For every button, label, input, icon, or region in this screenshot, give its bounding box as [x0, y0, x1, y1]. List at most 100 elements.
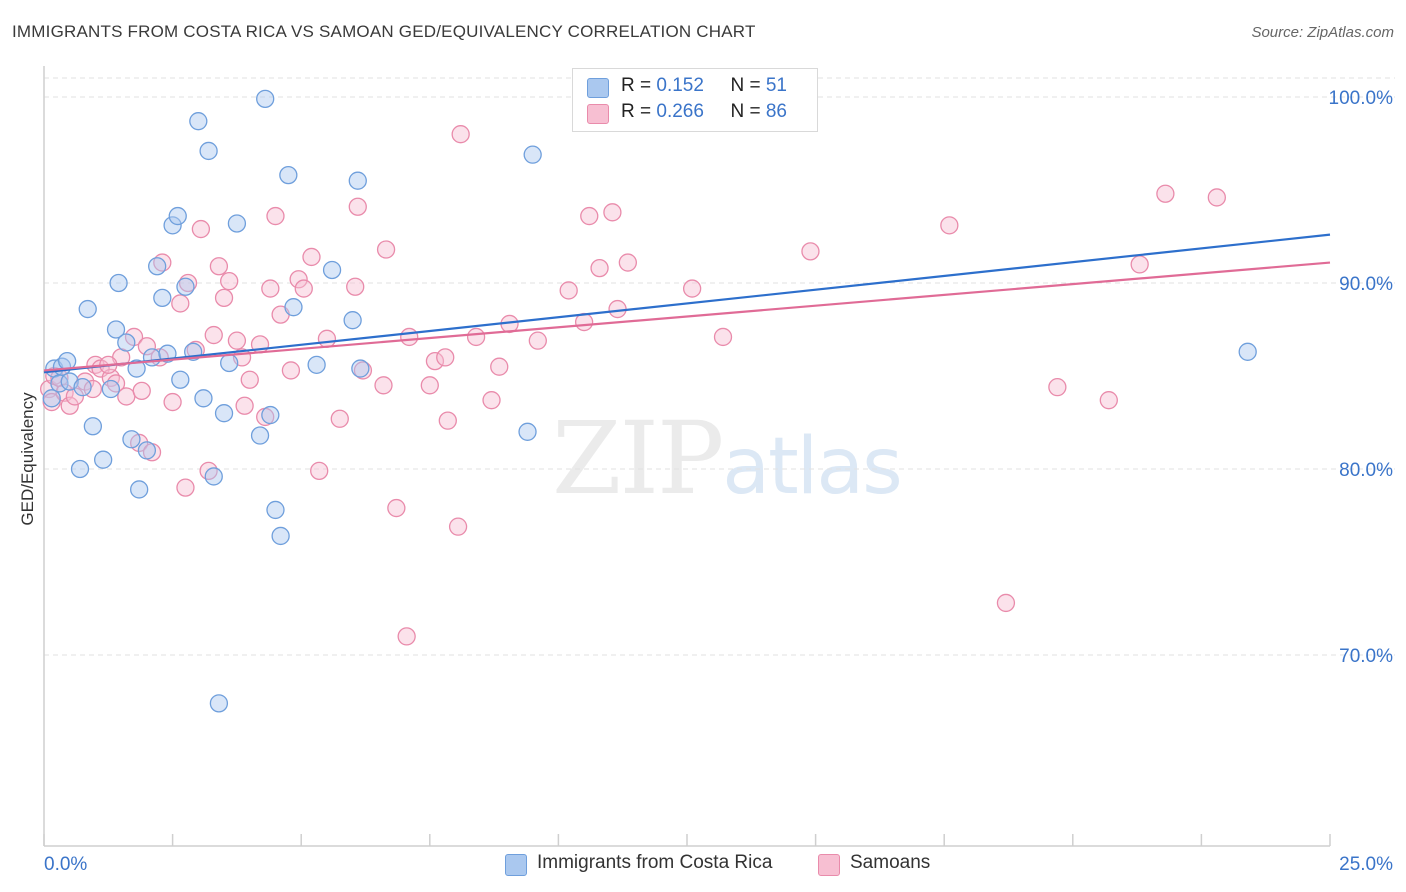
costa-rica-point — [204, 467, 223, 486]
legend-swatch-samoans — [587, 104, 609, 124]
samoan-point — [801, 242, 820, 261]
samoan-point — [438, 411, 457, 430]
costa-rica-point — [70, 459, 90, 479]
samoan-point — [713, 327, 733, 347]
samoan-point — [400, 327, 419, 347]
samoan-point — [618, 253, 637, 272]
samoan-point — [451, 125, 470, 144]
costa-rica-trend-line — [43, 233, 1331, 374]
samoan-point — [240, 370, 259, 389]
samoan-point — [204, 325, 223, 345]
samoan-point — [374, 376, 393, 395]
samoan-point — [214, 288, 234, 308]
samoan-point — [490, 357, 509, 376]
costa-rica-point — [307, 355, 326, 374]
costa-rica-point — [220, 353, 239, 373]
y-axis-label: GED/Equivalency — [18, 392, 37, 526]
costa-rica-point — [250, 426, 270, 445]
samoan-point — [266, 206, 285, 226]
legend-text-samoans: R = 0.266 N = 86 — [621, 101, 787, 123]
bottom-legend-swatch-costa-rica — [505, 854, 527, 876]
samoan-point — [608, 299, 627, 319]
costa-rica-point — [209, 694, 229, 713]
costa-rica-point — [137, 441, 157, 460]
samoan-point — [528, 331, 547, 350]
costa-rica-point — [94, 450, 113, 469]
costa-rica-point — [176, 277, 195, 296]
costa-rica-point — [227, 214, 247, 233]
watermark-zip: ZIP — [552, 400, 724, 517]
costa-rica-point — [284, 298, 303, 317]
samoan-point — [235, 396, 254, 415]
costa-rica-point — [194, 389, 213, 408]
costa-rica-point — [106, 320, 126, 339]
samoan-point — [106, 374, 126, 393]
samoan-point — [1207, 188, 1226, 207]
costa-rica-point — [322, 260, 342, 280]
samoan-point — [294, 279, 313, 298]
samoan-point — [1130, 255, 1149, 274]
samoan-point — [1156, 184, 1175, 203]
y-tick-label: 70.0% — [1339, 646, 1393, 667]
legend-swatch-costa-rica — [587, 78, 609, 98]
legend-n-value: 51 — [765, 75, 787, 96]
watermark-atlas: atlas — [722, 422, 902, 512]
samoan-point — [163, 392, 182, 412]
costa-rica-point — [83, 417, 103, 436]
samoan-point — [603, 203, 622, 222]
costa-rica-point — [109, 273, 128, 293]
costa-rica-point — [42, 389, 61, 408]
stats-legend: R = 0.152 N = 51 R = 0.266 N = 86 — [572, 68, 818, 132]
samoan-point — [209, 257, 229, 276]
samoan-point — [348, 197, 367, 216]
samoan-point — [199, 461, 218, 481]
costa-rica-point — [214, 404, 234, 423]
costa-rica-point — [101, 379, 121, 399]
y-tick-label: 90.0% — [1339, 274, 1393, 295]
costa-rica-point — [127, 359, 146, 378]
samoan-point — [176, 478, 195, 497]
costa-rica-point — [279, 165, 298, 185]
costa-rica-point — [199, 141, 218, 161]
samoan-point — [376, 240, 396, 259]
samoan-point — [137, 337, 157, 356]
costa-rica-point — [518, 422, 537, 441]
costa-rica-point — [153, 288, 172, 308]
samoan-point — [590, 258, 609, 278]
samoan-point — [281, 361, 301, 380]
samoan-point — [682, 279, 702, 298]
samoan-point — [420, 376, 439, 395]
costa-rica-point — [343, 311, 362, 330]
legend-text-costa-rica: R = 0.152 N = 51 — [621, 75, 787, 97]
y-tick-label: 80.0% — [1339, 460, 1393, 481]
costa-rica-point — [73, 378, 92, 397]
costa-rica-point — [523, 145, 542, 164]
samoan-point — [466, 327, 486, 347]
costa-rica-point — [130, 480, 149, 499]
legend-r-value: 0.152 — [656, 75, 704, 96]
watermark-logo: ZIPatlas — [552, 400, 903, 517]
samoan-point — [289, 270, 308, 289]
samoan-point — [60, 396, 79, 415]
legend-n-value: 86 — [765, 101, 787, 122]
costa-rica-point — [348, 171, 367, 190]
samoan-point — [227, 331, 247, 350]
samoan-point — [132, 381, 151, 401]
legend-n-label: N = — [730, 101, 766, 122]
samoan-point — [1048, 378, 1067, 397]
samoan-point — [117, 387, 136, 406]
samoan-point — [397, 627, 416, 646]
samoan-point — [996, 593, 1016, 613]
costa-rica-point — [78, 299, 97, 319]
legend-r-label: R = — [621, 75, 657, 96]
x-tick-label: 25.0% — [1339, 854, 1393, 875]
samoan-point — [482, 391, 501, 410]
samoan-point — [940, 216, 959, 235]
costa-rica-point — [142, 348, 162, 367]
costa-rica-point — [271, 526, 290, 546]
x-tick-label: 0.0% — [44, 854, 87, 875]
samoan-point — [220, 271, 239, 291]
samoan-point — [346, 277, 365, 296]
legend-r-label: R = — [621, 101, 657, 122]
